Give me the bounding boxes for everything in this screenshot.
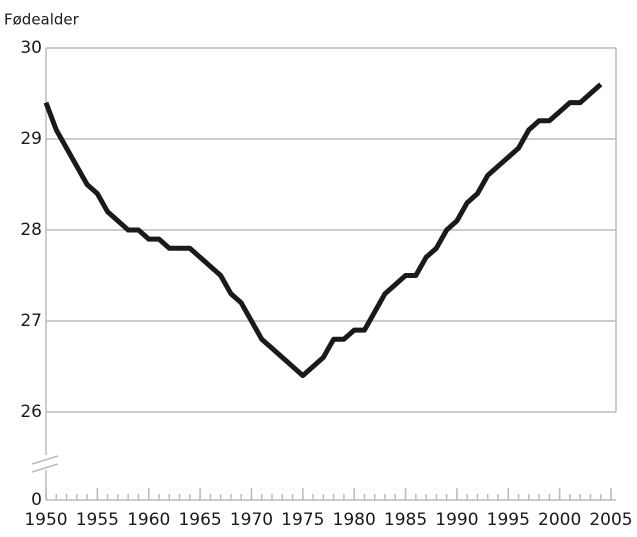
x-tick-label: 1950 (24, 510, 67, 530)
x-tick-label: 1970 (230, 510, 273, 530)
x-tick-label: 1960 (127, 510, 170, 530)
x-tick-label: 1995 (487, 510, 530, 530)
x-tick-label: 1980 (333, 510, 376, 530)
y-tick-label: 0 (31, 490, 42, 510)
y-tick-label: 30 (20, 38, 42, 58)
y-tick-label: 26 (20, 402, 42, 422)
x-tick-label: 2000 (538, 510, 581, 530)
x-tick-label: 2005 (589, 510, 632, 530)
axis-break (31, 455, 59, 465)
x-tick-label: 1985 (384, 510, 427, 530)
x-tick-label: 1975 (281, 510, 324, 530)
y-tick-label: 27 (20, 311, 42, 331)
x-tick-label: 1965 (178, 510, 221, 530)
y-axis-label: Fødealder (4, 11, 80, 29)
x-tick-label: 1955 (76, 510, 119, 530)
axis-break (31, 463, 59, 473)
line (43, 82, 603, 379)
y-tick-label: 28 (20, 220, 42, 240)
x-tick-label: 1990 (435, 510, 478, 530)
y-tick-label: 29 (20, 129, 42, 149)
